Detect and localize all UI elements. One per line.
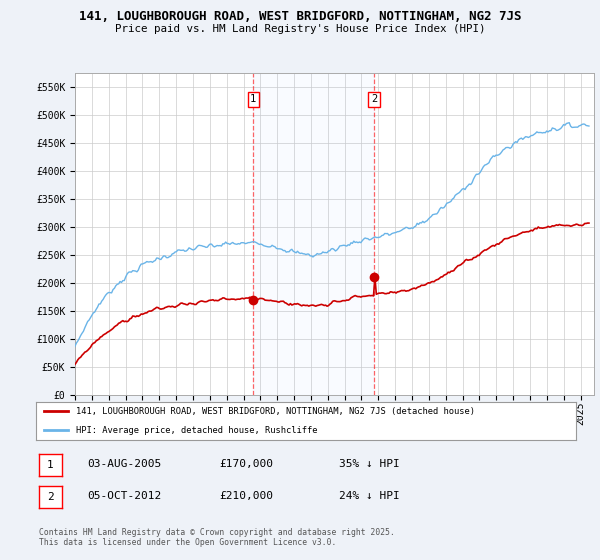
Text: 141, LOUGHBOROUGH ROAD, WEST BRIDGFORD, NOTTINGHAM, NG2 7JS: 141, LOUGHBOROUGH ROAD, WEST BRIDGFORD, … — [79, 10, 521, 22]
Text: HPI: Average price, detached house, Rushcliffe: HPI: Average price, detached house, Rush… — [77, 426, 318, 435]
Bar — [253, 73, 374, 395]
Text: 05-OCT-2012: 05-OCT-2012 — [87, 491, 161, 501]
Text: 2: 2 — [371, 94, 377, 104]
Text: 1: 1 — [250, 94, 256, 104]
Text: Price paid vs. HM Land Registry's House Price Index (HPI): Price paid vs. HM Land Registry's House … — [115, 24, 485, 34]
Text: Contains HM Land Registry data © Crown copyright and database right 2025.
This d: Contains HM Land Registry data © Crown c… — [39, 528, 395, 548]
Text: 35% ↓ HPI: 35% ↓ HPI — [339, 459, 400, 469]
Text: 2: 2 — [47, 492, 54, 502]
Text: £170,000: £170,000 — [219, 459, 273, 469]
Text: 141, LOUGHBOROUGH ROAD, WEST BRIDGFORD, NOTTINGHAM, NG2 7JS (detached house): 141, LOUGHBOROUGH ROAD, WEST BRIDGFORD, … — [77, 407, 476, 416]
Text: 03-AUG-2005: 03-AUG-2005 — [87, 459, 161, 469]
Text: 24% ↓ HPI: 24% ↓ HPI — [339, 491, 400, 501]
Text: 1: 1 — [47, 460, 54, 470]
Text: £210,000: £210,000 — [219, 491, 273, 501]
